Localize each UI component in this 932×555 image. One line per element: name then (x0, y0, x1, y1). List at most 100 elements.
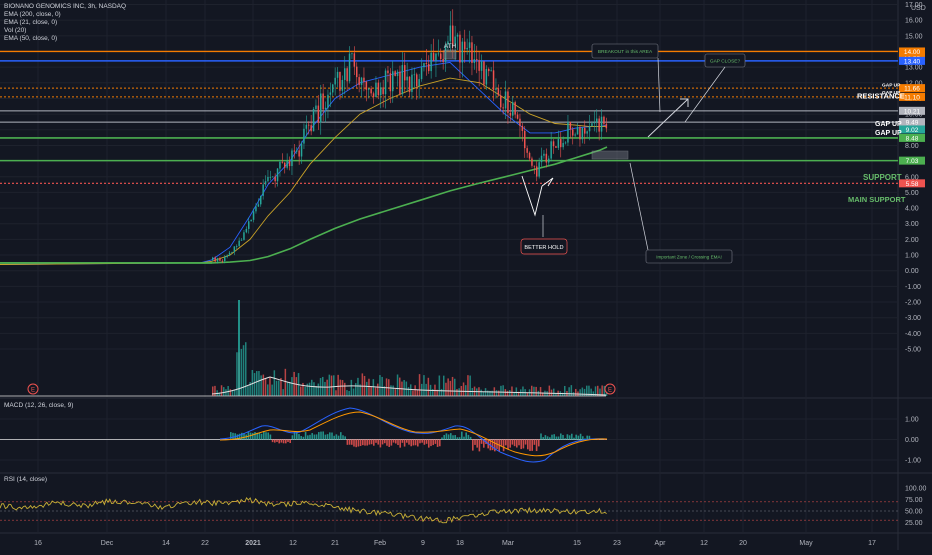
volume-bar (526, 392, 529, 396)
volume-bar (311, 379, 313, 396)
candle-body (250, 219, 252, 222)
candle-body (430, 52, 432, 72)
candle-body (476, 59, 478, 61)
macd-histogram-bar (258, 432, 261, 440)
macd-pane-label[interactable]: MACD (12, 26, close, 9) (4, 402, 74, 409)
candle-body (466, 47, 468, 50)
y-tick-label: 15.00 (905, 33, 923, 40)
volume-bar (553, 388, 555, 396)
volume-bar (335, 390, 337, 396)
volume-bar (381, 376, 383, 396)
currency-label: USD (911, 5, 926, 12)
price-tag-label: 9.02 (906, 127, 919, 134)
candle-body (509, 112, 512, 116)
y-tick-label: 10.00 (905, 112, 923, 119)
volume-bar (511, 386, 513, 396)
macd-histogram-bar (247, 431, 250, 440)
volume-bar (491, 390, 493, 396)
volume-bar (454, 378, 456, 396)
macd-histogram-bar (399, 439, 401, 448)
volume-bar (465, 385, 467, 396)
candle-body (389, 73, 392, 92)
volume-bar (269, 377, 271, 396)
legend-vol[interactable]: Vol (20) (4, 27, 27, 35)
macd-histogram-bar (254, 432, 256, 440)
candle-body (540, 155, 543, 163)
volume-bar (383, 386, 386, 396)
volume-bar (366, 381, 368, 396)
candle-body (562, 142, 564, 148)
candle-body (351, 53, 353, 55)
volume-bar (264, 378, 267, 396)
rsi-line (0, 496, 607, 524)
candle-body (591, 123, 593, 127)
candle-body (516, 114, 519, 119)
volume-bar (359, 384, 361, 396)
volume-bar (302, 382, 304, 396)
candle-body (560, 139, 562, 148)
volume-bar (418, 374, 421, 396)
candle-body (353, 53, 356, 67)
candle-body (488, 68, 490, 72)
macd-histogram-bar (544, 435, 547, 440)
legend-ema50[interactable]: EMA (50, close, 0) (4, 35, 58, 43)
macd-histogram-bar (597, 439, 599, 440)
candle-body (420, 67, 423, 80)
candle-body (300, 143, 303, 157)
candle-body (375, 82, 377, 98)
macd-histogram-bar (542, 437, 544, 440)
volume-bar (548, 385, 551, 396)
volume-bar (498, 390, 500, 396)
candle-body (473, 59, 476, 63)
volume-bar (458, 388, 460, 396)
x-tick-label: 23 (613, 540, 621, 547)
candle-body (396, 71, 399, 76)
candle-body (291, 150, 293, 167)
candle-body (600, 116, 603, 132)
candle-body (581, 127, 584, 140)
note-connector (657, 57, 661, 113)
candle-body (603, 116, 605, 124)
legend-ema200[interactable]: EMA (200, close, 0) (4, 11, 61, 19)
volume-bar (438, 375, 441, 396)
y-tick-label: 16.00 (905, 18, 923, 25)
volume-bar (289, 381, 291, 396)
volume-bar (223, 387, 225, 396)
rsi-pane-label[interactable]: RSI (14, close) (4, 476, 47, 483)
candle-body (406, 76, 408, 81)
macd-histogram-bar (315, 434, 318, 440)
volume-bar (256, 371, 258, 396)
macd-histogram-bar (518, 439, 520, 446)
volume-bar (440, 388, 443, 396)
macd-histogram-bar (331, 432, 333, 440)
candle-body (286, 160, 288, 168)
volume-bar (539, 387, 542, 396)
symbol-title[interactable]: BIONANO GENOMICS INC, 3h, NASDAQ (4, 3, 127, 10)
candle-body (425, 63, 428, 65)
macd-histogram-bar (236, 434, 239, 440)
volume-bar (322, 376, 324, 396)
macd-histogram-bar (584, 438, 586, 440)
macd-histogram-bar (524, 439, 527, 445)
candle-body (240, 239, 243, 241)
price-tag (899, 106, 925, 115)
volume-bar (300, 386, 302, 396)
candle-body (322, 93, 324, 110)
price-tag-label: 9.49 (906, 120, 919, 127)
projection-arrow (647, 98, 689, 138)
volume-bar (513, 392, 515, 396)
macd-histogram-bar (540, 433, 542, 440)
volume-bar (271, 384, 273, 396)
legend-ema21[interactable]: EMA (21, close, 0) (4, 19, 58, 27)
volume-bar (502, 385, 504, 396)
candle-body (437, 53, 440, 55)
volume-bar (344, 382, 346, 396)
macd-histogram-bar (439, 439, 441, 447)
candle-body (552, 141, 555, 147)
macd-histogram-bar (293, 431, 296, 440)
macd-histogram-bar (309, 434, 311, 440)
macd-histogram-bar (285, 439, 287, 444)
y-tick-label: 5.00 (905, 190, 919, 197)
